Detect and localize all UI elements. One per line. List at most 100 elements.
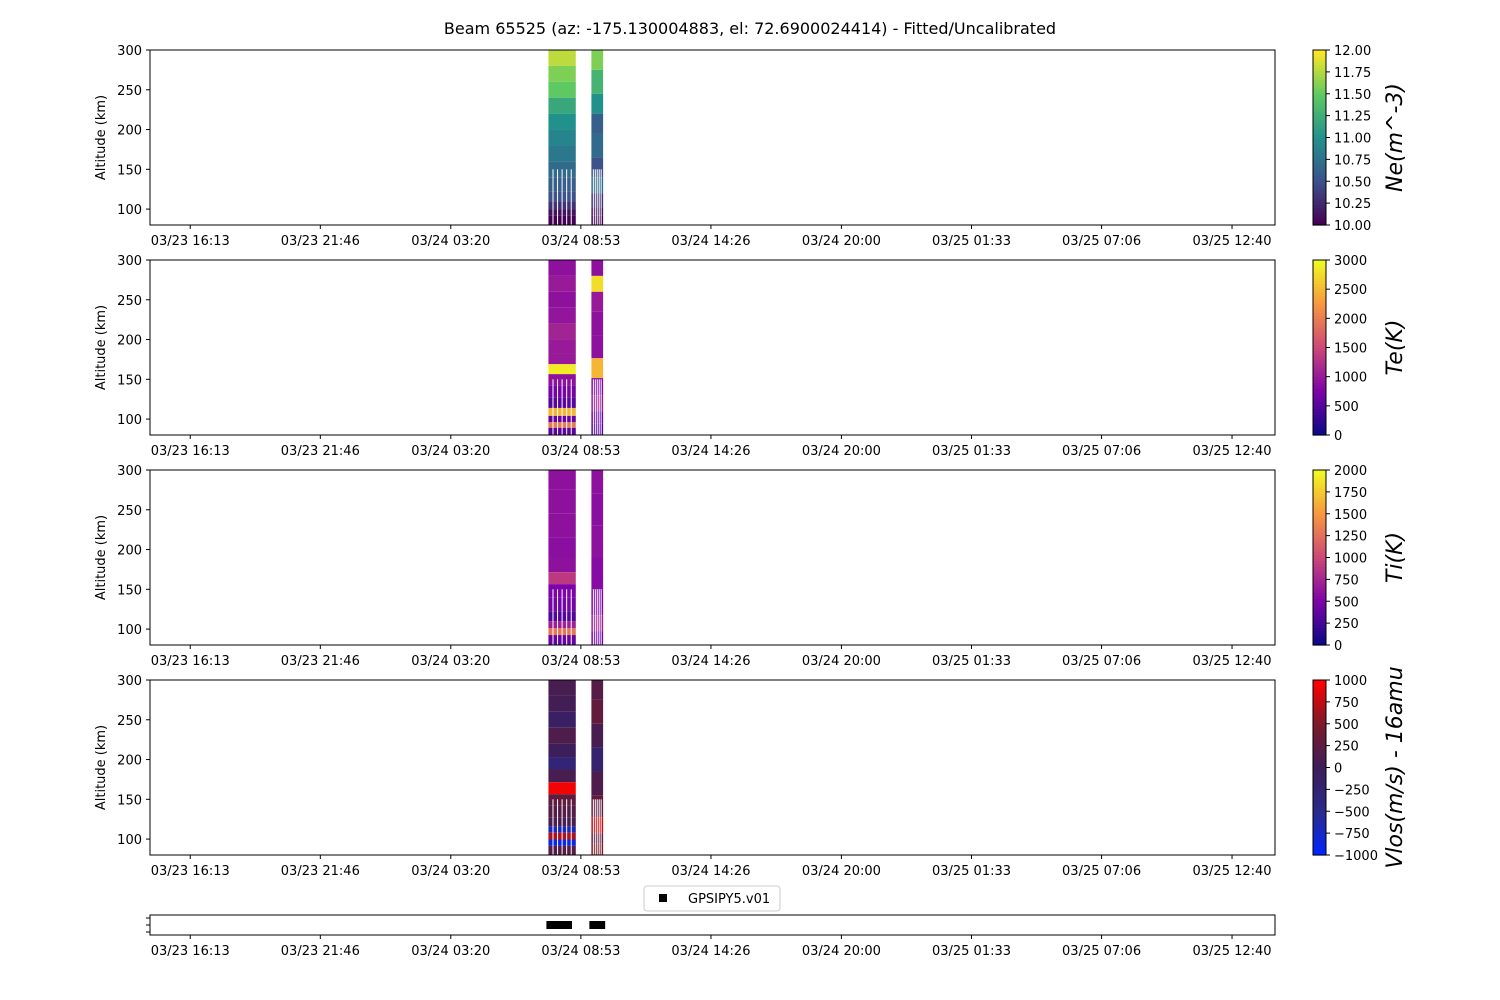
panel-2-colorbar-seg-56	[1313, 268, 1326, 273]
panel-3-colorbar-seg-4	[1313, 630, 1326, 634]
panel-1-colorbar-seg-19	[1313, 166, 1326, 171]
panel-3-cell-b1-r5	[548, 557, 576, 573]
panel-2-colorbar-seg-44	[1313, 303, 1326, 308]
panel-2-colorbar-seg-37	[1313, 324, 1326, 328]
panel-3-colorbar-seg-19	[1313, 586, 1326, 591]
panel-2-ytick-label-0: 100	[117, 413, 142, 428]
panel-3-colorbar-seg-44	[1313, 513, 1326, 518]
panel-4-cbtick-label-4: 0	[1334, 762, 1342, 777]
panel-4-colorbar-seg-47	[1313, 715, 1326, 719]
panel-2-cell-b2-r2	[591, 275, 604, 292]
panel-3-colorbar-seg-55	[1313, 481, 1326, 486]
panel-4-colorbar-seg-24	[1313, 782, 1326, 786]
panel-1-colorbar-seg-1	[1313, 219, 1326, 223]
panel-4-cbtick-label-8: 1000	[1334, 674, 1367, 689]
panel-2-colorbar-seg-20	[1313, 373, 1326, 378]
panel-2-colorbar-seg-48	[1313, 292, 1326, 296]
panel-4-cbtick-label-5: 250	[1334, 740, 1359, 755]
panel-1-colorbar-seg-9	[1313, 195, 1326, 200]
panel-1-cell-b2-r6	[591, 157, 604, 178]
panel-3-colorbar-seg-1	[1313, 639, 1326, 643]
panel-3-ylabel: Altitude (km)	[94, 515, 109, 600]
panel-2-colorbar-seg-31	[1313, 341, 1326, 346]
panel-3-colorbar-seg-47	[1313, 505, 1326, 509]
panel-3-colorbar-seg-17	[1313, 592, 1326, 597]
panel-3-xtick-label-5: 03/24 20:00	[802, 654, 881, 669]
panel-2-xtick-label-8: 03/25 12:40	[1193, 444, 1272, 459]
panel-2-colorbar-seg-46	[1313, 297, 1326, 302]
panel-3-cell-b2-r4	[591, 557, 604, 590]
panel-5-xtick-label-8: 03/25 12:40	[1193, 944, 1272, 959]
panel-3-colorbar-seg-22	[1313, 577, 1326, 582]
panel-2-xtick-label-0: 03/23 16:13	[151, 444, 230, 459]
panel-2-xtick-label-6: 03/25 01:33	[932, 444, 1011, 459]
panel-1-colorbar-seg-0	[1313, 222, 1326, 226]
panel-2-colorbar-seg-14	[1313, 391, 1326, 395]
panel-1-colorbar-seg-12	[1313, 187, 1326, 191]
panel-5-point-15	[597, 921, 606, 929]
panel-2-colorbar-seg-9	[1313, 405, 1326, 410]
panel-1-colorbar-seg-4	[1313, 210, 1326, 214]
panel-2-colorbar-seg-38	[1313, 321, 1326, 325]
panel-2-colorbar-seg-27	[1313, 353, 1326, 357]
panel-1-colorbar-seg-49	[1313, 79, 1326, 83]
panel-1-background	[150, 50, 1275, 225]
panel-3-frame	[149, 469, 1276, 646]
panel-2-cbtick-label-0: 0	[1334, 429, 1342, 444]
panel-2-colorbar-seg-18	[1313, 379, 1326, 384]
panel-4-colorbar-seg-54	[1313, 694, 1326, 699]
panel-3-colorbar-seg-48	[1313, 502, 1326, 506]
panel-3-ytick-label-1: 150	[117, 583, 142, 598]
panel-4-cell-b1-r1	[548, 680, 576, 696]
panel-2-colorbar-seg-23	[1313, 365, 1326, 369]
panel-1-colorbar-seg-55	[1313, 61, 1326, 66]
panel-1-cell-b1-r3	[548, 81, 576, 98]
panel-2-colorbar-seg-17	[1313, 382, 1326, 387]
panel-3-colorbar-seg-30	[1313, 554, 1326, 559]
panel-1-cell-b1-r1	[548, 50, 576, 66]
panel-2-colorbar-seg-42	[1313, 309, 1326, 314]
panel-5-xtick-label-6: 03/25 01:33	[932, 944, 1011, 959]
panel-2-cell-b1-r1	[548, 260, 576, 276]
panel-2-cell-b2-r1	[591, 260, 604, 276]
panel-3-colorbar-seg-10	[1313, 612, 1326, 617]
panel-1-colorbar-seg-27	[1313, 143, 1326, 147]
panel-3-cell-b2-r2	[591, 493, 604, 526]
panel-1-ytick-label-0: 100	[117, 203, 142, 218]
panel-3-cbtick-label-5: 1250	[1334, 530, 1367, 545]
panel-2-cbtick-label-4: 2000	[1334, 312, 1367, 327]
panel-1-cbtick-label-3: 10.75	[1334, 153, 1371, 168]
panel-3-colorbar-seg-41	[1313, 522, 1326, 527]
panel-2-cell-b2-r4	[591, 311, 604, 336]
panel-4-colorbar-seg-31	[1313, 761, 1326, 766]
panel-3-colorbar-seg-42	[1313, 519, 1326, 524]
panel-1-ytick-label-1: 150	[117, 163, 142, 178]
panel-1-frame	[149, 49, 1276, 226]
panel-4-cell-b2-r2	[591, 699, 604, 724]
panel-1-xtick-label-0: 03/23 16:13	[151, 234, 230, 249]
panel-4-colorbar-seg-37	[1313, 744, 1326, 748]
panel-4-colorbar-seg-18	[1313, 799, 1326, 804]
panel-1-colorbar-seg-53	[1313, 67, 1326, 72]
panel-2-colorbar-seg-50	[1313, 286, 1326, 290]
panel-2-cell-b2-r6	[591, 358, 604, 379]
panel-2-cell-b1-r3	[548, 291, 576, 308]
panel-3-colorbar-seg-9	[1313, 615, 1326, 620]
panel-4-xtick-label-5: 03/24 20:00	[802, 864, 881, 879]
panel-4-colorbar-seg-16	[1313, 805, 1326, 809]
panel-2-colorbar-seg-39	[1313, 318, 1326, 322]
panel-3-colorbar-seg-52	[1313, 490, 1326, 494]
panel-3-colorbar-seg-24	[1313, 572, 1326, 576]
panel-4-colorbar-seg-34	[1313, 752, 1326, 757]
panel-4-xtick-label-2: 03/24 03:20	[411, 864, 490, 879]
panel-4-frame	[149, 679, 1276, 856]
panel-4-colorbar-seg-15	[1313, 808, 1326, 812]
panel-2-xtick-label-5: 03/24 20:00	[802, 444, 881, 459]
panel-4-colorbar-seg-48	[1313, 712, 1326, 716]
panel-1-xtick-label-6: 03/25 01:33	[932, 234, 1011, 249]
panel-5-point-10	[563, 921, 572, 929]
panel-4-colorbar-seg-51	[1313, 703, 1326, 707]
panel-1-ytick-label-3: 250	[117, 84, 142, 99]
panel-1-colorbar-seg-51	[1313, 73, 1326, 77]
